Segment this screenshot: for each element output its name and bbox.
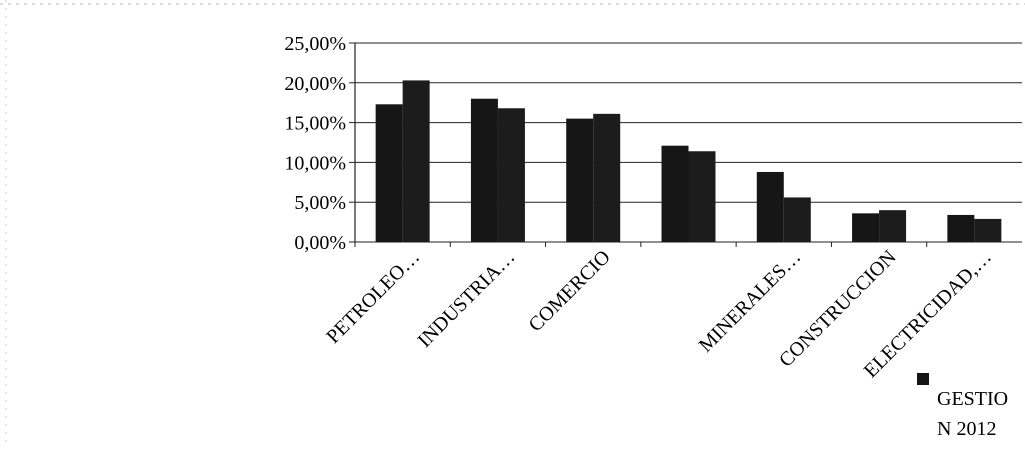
- x-tick-label: PETROLEO…: [322, 246, 424, 348]
- bar: [947, 214, 975, 242]
- bar: [661, 145, 689, 242]
- bar: [879, 210, 907, 242]
- bar: [497, 108, 525, 242]
- bar: [566, 118, 594, 242]
- x-tick-label: INDUSTRIA…: [414, 246, 520, 352]
- x-tick-label: MINERALES…: [695, 246, 806, 357]
- y-tick-label: 10,00%: [284, 152, 346, 174]
- bar: [688, 151, 716, 242]
- y-tick-label: 5,00%: [294, 192, 346, 214]
- bar: [402, 80, 430, 242]
- bar: [375, 104, 403, 243]
- x-tick-label: COMERCIO: [525, 246, 615, 336]
- y-tick-label: 15,00%: [284, 113, 346, 135]
- bar: [470, 98, 498, 242]
- bar: [852, 213, 880, 242]
- y-tick-label: 0,00%: [294, 232, 346, 254]
- bar: [593, 113, 621, 243]
- y-tick-label: 20,00%: [284, 73, 346, 95]
- legend-swatch: [917, 373, 929, 385]
- bar: [756, 171, 784, 242]
- bar: [783, 197, 811, 242]
- legend-label: GESTIO N 2012: [937, 388, 1009, 440]
- bar: [974, 218, 1002, 242]
- y-tick-label: 25,00%: [284, 33, 346, 55]
